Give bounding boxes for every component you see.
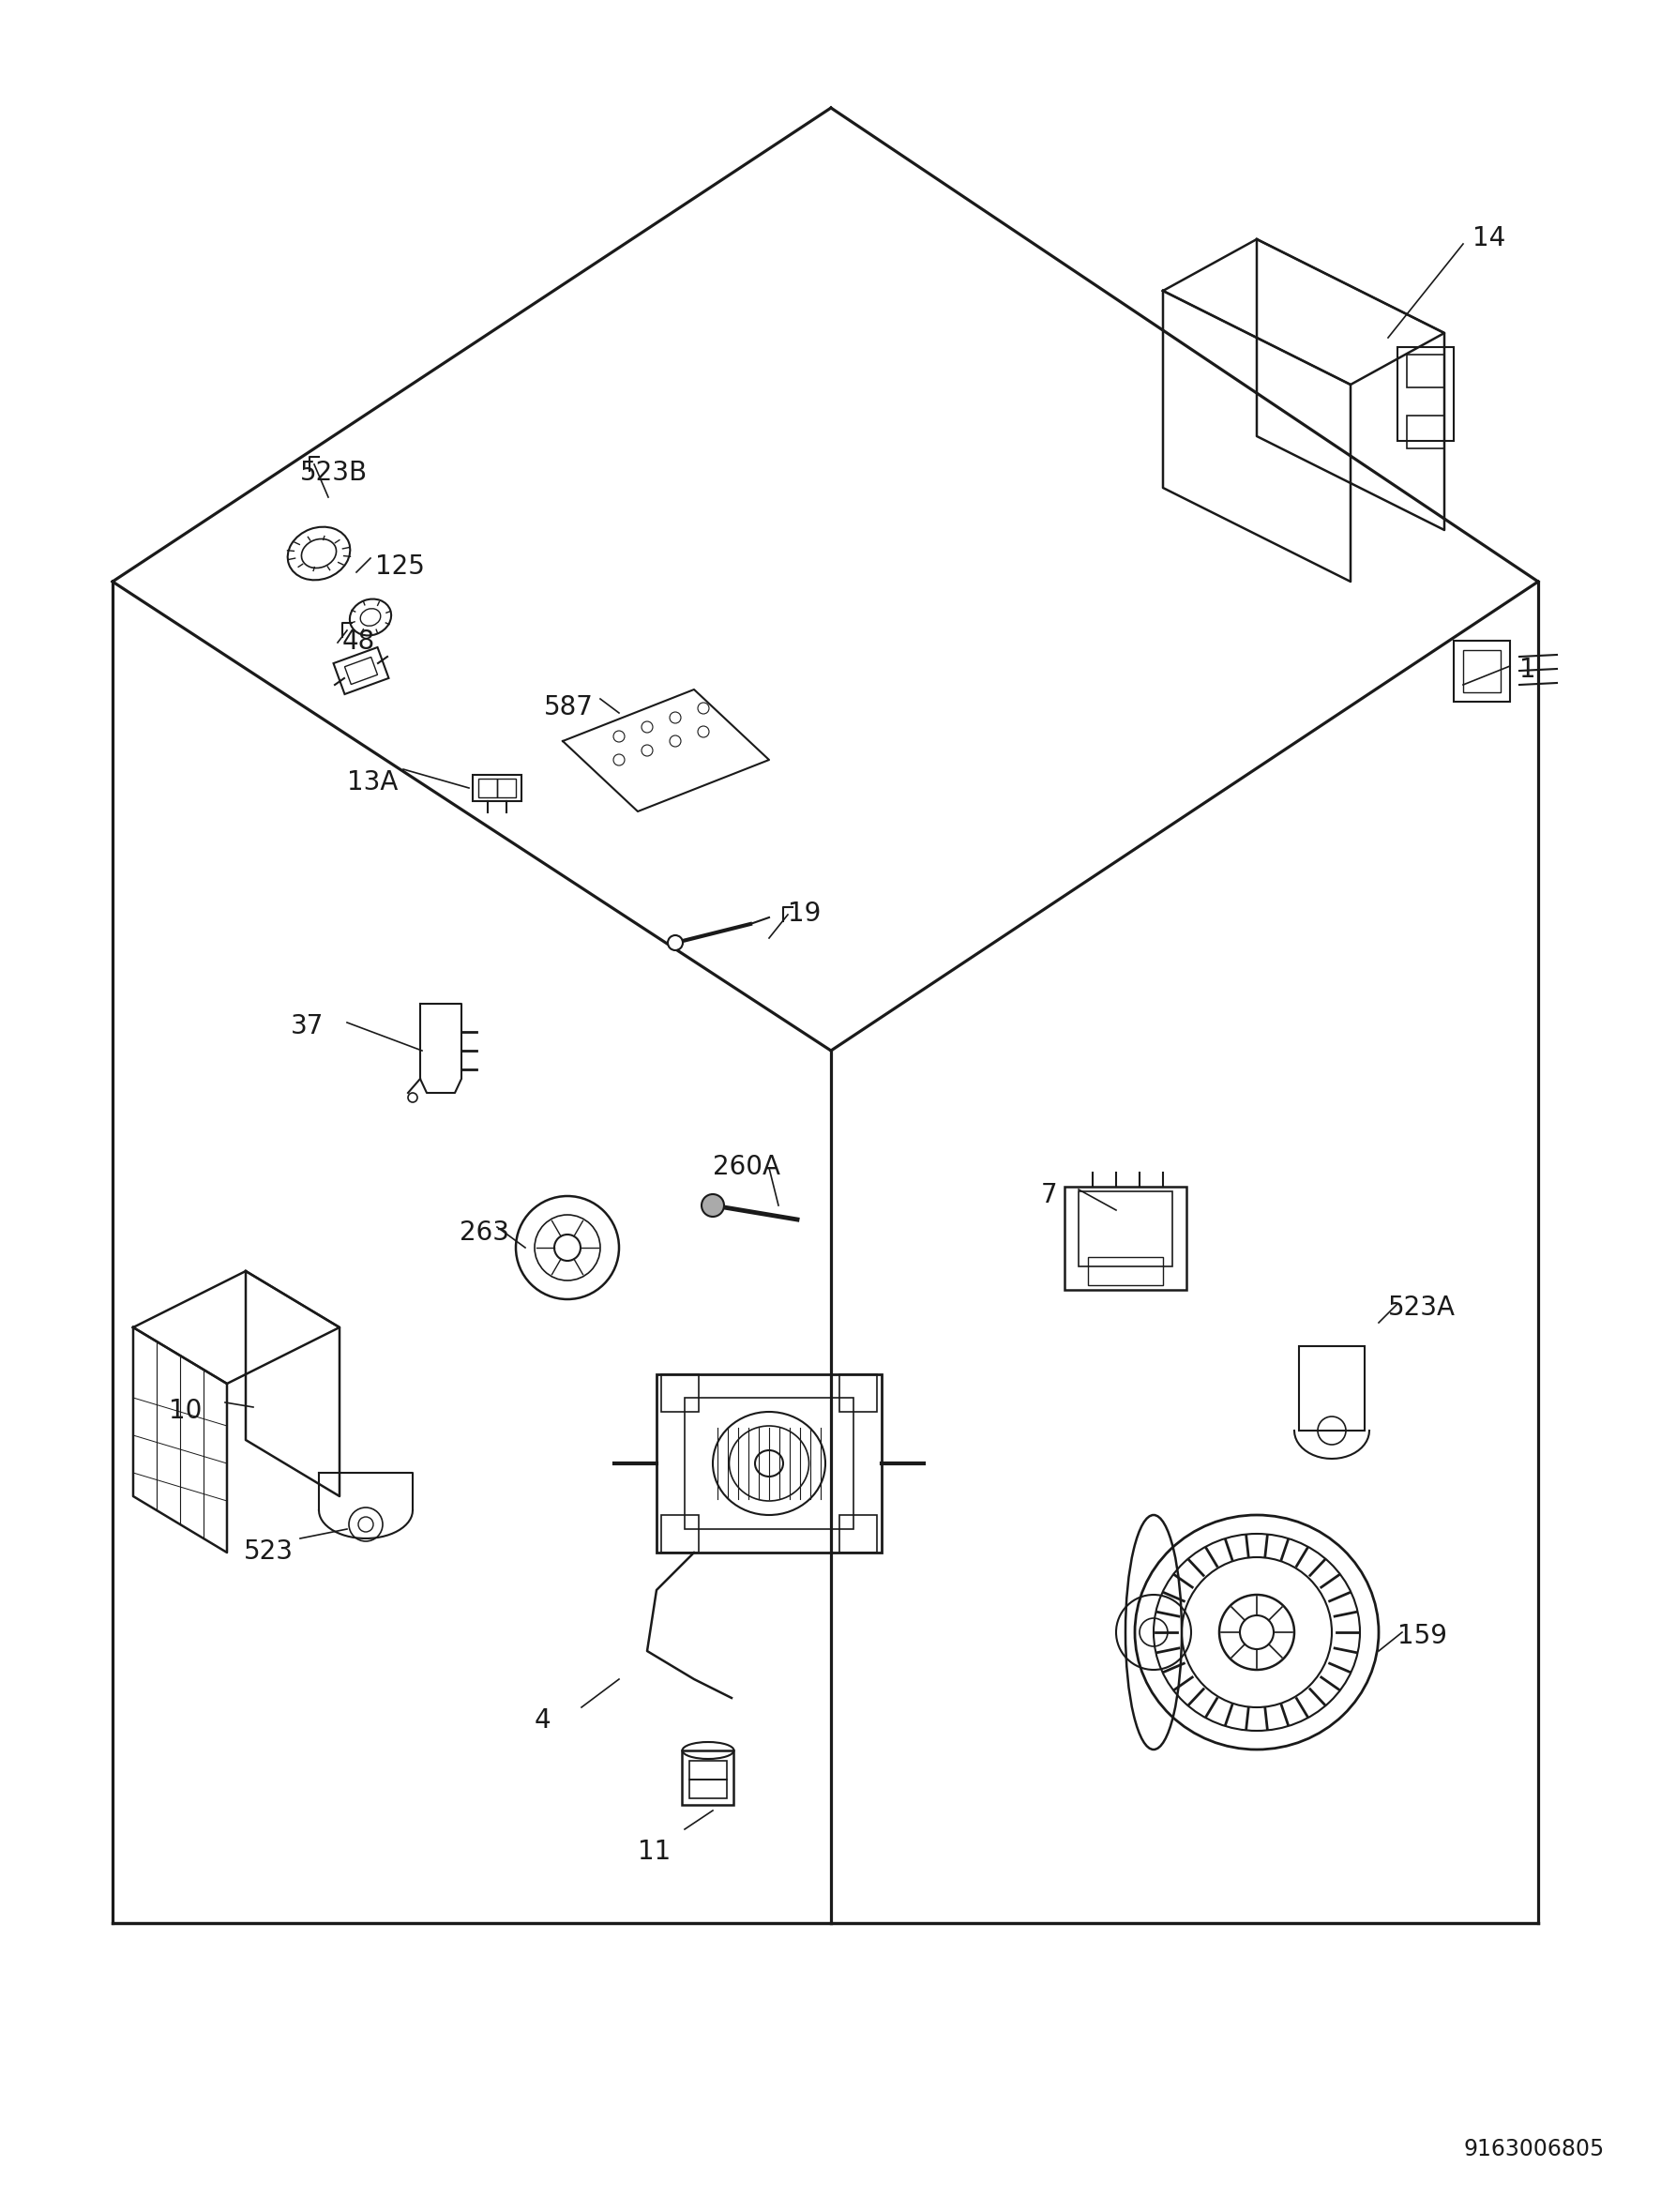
Bar [1463,650,1500,692]
Bar [1453,639,1510,701]
Text: 7: 7 [1041,1181,1058,1208]
Circle shape [701,1194,724,1217]
Bar [334,648,389,695]
Bar [689,1761,728,1778]
Text: 11: 11 [638,1838,671,1865]
Bar [1407,354,1445,387]
Text: 263: 263 [460,1219,510,1245]
Bar [1078,1192,1173,1267]
Text: 13A: 13A [347,770,399,796]
Bar [684,1398,854,1528]
Bar [1088,1256,1163,1285]
Text: 9163006805: 9163006805 [1463,2137,1605,2161]
Bar [839,1374,877,1411]
Text: 523: 523 [244,1540,294,1564]
Bar [478,779,497,796]
Bar [661,1374,699,1411]
Text: 523B: 523B [301,460,367,487]
Text: 14: 14 [1473,226,1505,252]
Text: 19: 19 [787,900,821,927]
Bar [1407,416,1445,449]
Text: 159: 159 [1397,1624,1447,1650]
Bar [345,657,377,684]
Text: 523A: 523A [1389,1294,1455,1321]
Bar [1397,347,1453,440]
Bar [656,1374,882,1553]
Bar [661,1515,699,1553]
Text: 260A: 260A [713,1155,781,1181]
Bar [1299,1347,1365,1431]
Text: 10: 10 [169,1398,203,1425]
Bar [1065,1186,1186,1290]
Bar [839,1515,877,1553]
Text: 1: 1 [1520,657,1536,684]
Text: 587: 587 [543,695,593,721]
Text: 125: 125 [375,553,425,580]
Bar [497,779,517,796]
Bar [473,774,522,801]
Bar [689,1778,728,1798]
Text: 4: 4 [535,1708,551,1734]
Circle shape [668,936,683,951]
Bar [683,1750,734,1805]
Text: 48: 48 [342,628,375,655]
Text: 37: 37 [291,1013,324,1040]
